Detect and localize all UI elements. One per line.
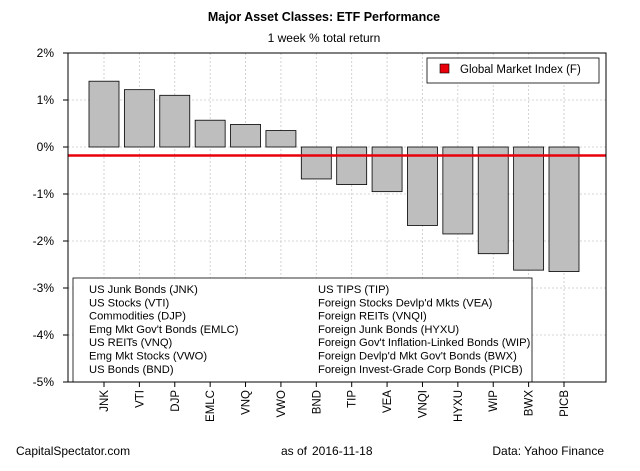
- x-tick-label-wip: WIP: [488, 390, 500, 412]
- plot-frame: [67, 52, 607, 383]
- key-entry: Commodities (DJP): [89, 311, 186, 323]
- x-tick-label-vea: VEA: [382, 390, 394, 413]
- y-tick-label: -4%: [33, 328, 55, 342]
- footer-as-of-label: as of: [281, 444, 308, 458]
- y-tick-label: 0%: [37, 140, 55, 154]
- key-entry: Foreign REITs (VNQI): [318, 311, 427, 323]
- bar-vti: [123, 89, 155, 148]
- x-tick-label-vnq: VNQ: [241, 390, 253, 415]
- key-entry: US REITs (VNQ): [89, 337, 173, 349]
- bar-wip: [477, 146, 509, 255]
- key-entry: Foreign Invest-Grade Corp Bonds (PICB): [318, 364, 523, 376]
- bar-vwo: [265, 130, 297, 148]
- x-axis: JNK VTI DJP EMLC VNQ VWO BND TIP VEA VNQI HYXU WIP B…: [99, 382, 571, 422]
- legend-box: [426, 57, 600, 84]
- legend: Global Market Index (F): [426, 57, 600, 84]
- bar-djp: [159, 94, 191, 148]
- footer-source-site: CapitalSpectator.com: [16, 444, 130, 458]
- bar-jnk: [88, 80, 120, 148]
- key-entry: US TIPS (TIP): [318, 284, 390, 296]
- y-tick-label: -3%: [33, 281, 55, 295]
- x-tick-label-hyxu: HYXU: [453, 390, 465, 422]
- footer-data-source: Data: Yahoo Finance: [492, 444, 604, 458]
- bar-vnq: [230, 124, 261, 148]
- footer-date: 2016-11-18: [312, 444, 373, 458]
- legend-label: Global Market Index (F): [460, 64, 581, 76]
- bar-tip: [336, 146, 368, 185]
- key-entry: Emg Mkt Stocks (VWO): [89, 351, 207, 363]
- key-entry: Emg Mkt Gov't Bonds (EMLC): [89, 324, 239, 336]
- bar-emlc: [194, 119, 226, 148]
- x-tick-label-vnqi: VNQI: [417, 390, 429, 418]
- legend-swatch: [439, 63, 450, 74]
- bar-picb: [548, 146, 580, 272]
- x-tick-label-picb: PICB: [559, 390, 571, 417]
- y-tick-label: 2%: [37, 46, 55, 60]
- chart-title: Major Asset Classes: ETF Performance: [208, 10, 440, 24]
- chart-subtitle: 1 week % total return: [268, 31, 381, 45]
- bar-vnqi: [407, 146, 438, 226]
- x-tick-label-tip: TIP: [347, 390, 359, 408]
- key-entry: Foreign Junk Bonds (HYXU): [318, 324, 459, 336]
- x-tick-label-emlc: EMLC: [205, 390, 217, 422]
- y-tick-label: -2%: [33, 234, 55, 248]
- y-tick-label: 1%: [37, 93, 55, 107]
- key-entry: Foreign Stocks Devlp'd Mkts (VEA): [318, 297, 493, 309]
- x-tick-label-bnd: BND: [311, 390, 323, 414]
- key-entry: US Junk Bonds (JNK): [89, 284, 198, 296]
- y-tick-label: -5%: [33, 375, 55, 389]
- key-entry: US Stocks (VTI): [89, 297, 169, 309]
- y-axis: -5% -4% -3% -2% -1% 0% 1% 2%: [33, 46, 68, 389]
- x-tick-label-djp: DJP: [170, 390, 182, 412]
- x-tick-label-bwx: BWX: [524, 390, 536, 417]
- x-tick-label-vti: VTI: [134, 390, 146, 408]
- bar-bwx: [513, 146, 545, 271]
- bar-vea: [371, 146, 403, 193]
- key-entry: Foreign Devlp'd Mkt Gov't Bonds (BWX): [318, 351, 517, 363]
- key-entry: Foreign Gov't Inflation-Linked Bonds (WI…: [318, 337, 531, 349]
- x-tick-label-jnk: JNK: [99, 390, 111, 412]
- ticker-key-box: [72, 277, 533, 383]
- bar-hyxu: [442, 146, 474, 235]
- key-entry: US Bonds (BND): [89, 364, 174, 376]
- ticker-key: US Junk Bonds (JNK)US Stocks (VTI) Commod…: [72, 277, 533, 383]
- y-tick-label: -1%: [33, 187, 55, 201]
- bar-bnd: [300, 146, 332, 180]
- x-tick-label-vwo: VWO: [276, 390, 288, 418]
